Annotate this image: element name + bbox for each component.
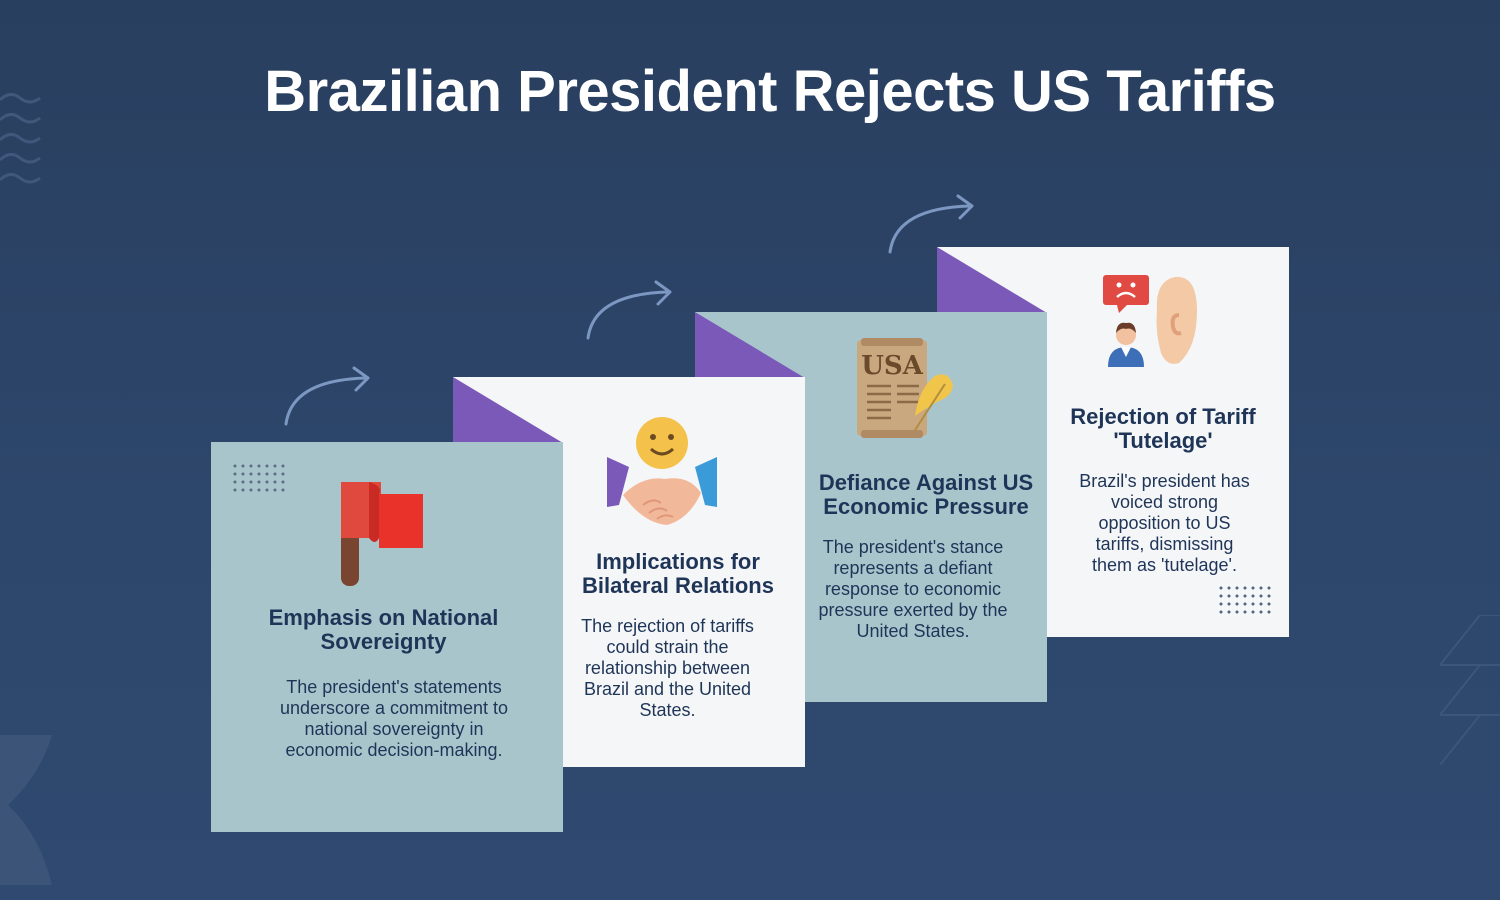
card-heading: Implications for Bilateral Relations — [582, 549, 774, 598]
handshake-smile-icon — [607, 417, 717, 525]
card-body-text: The president's stance represents a defi… — [818, 537, 1008, 641]
purple-fold-corner — [453, 377, 563, 443]
curved-arrow-icon — [284, 366, 370, 426]
card-body-text: Brazil's president has voiced strong opp… — [1079, 471, 1250, 575]
curved-arrow-icon — [586, 280, 672, 340]
corner-shape-decoration — [0, 735, 52, 885]
page-title: Brazilian President Rejects US Tariffs — [264, 59, 1276, 124]
card-body-text: The rejection of tariffs could strain th… — [581, 616, 754, 720]
purple-fold-corner — [695, 312, 805, 378]
card-national-sovereignty: Emphasis on National Sovereignty The pre… — [211, 442, 563, 832]
purple-fold-corner — [937, 247, 1047, 313]
card-heading: Rejection of Tariff 'Tutelage' — [1070, 404, 1256, 453]
wave-lines-decoration — [0, 93, 41, 184]
sad-message-ear-person-icon — [1103, 275, 1197, 367]
card-body-text: The president's statements underscore a … — [279, 677, 509, 760]
dot-grid-decoration — [231, 462, 285, 496]
usa-document-quill-icon: USA — [857, 338, 953, 438]
red-flag-icon — [341, 482, 423, 586]
svg-text:USA: USA — [861, 351, 923, 381]
diamond-lines-decoration — [1439, 615, 1500, 765]
card-heading: Defiance Against US Economic Pressure — [818, 470, 1034, 519]
card-heading: Emphasis on National Sovereignty — [268, 605, 499, 654]
dot-grid-decoration — [1217, 584, 1271, 618]
curved-arrow-icon — [888, 194, 974, 254]
